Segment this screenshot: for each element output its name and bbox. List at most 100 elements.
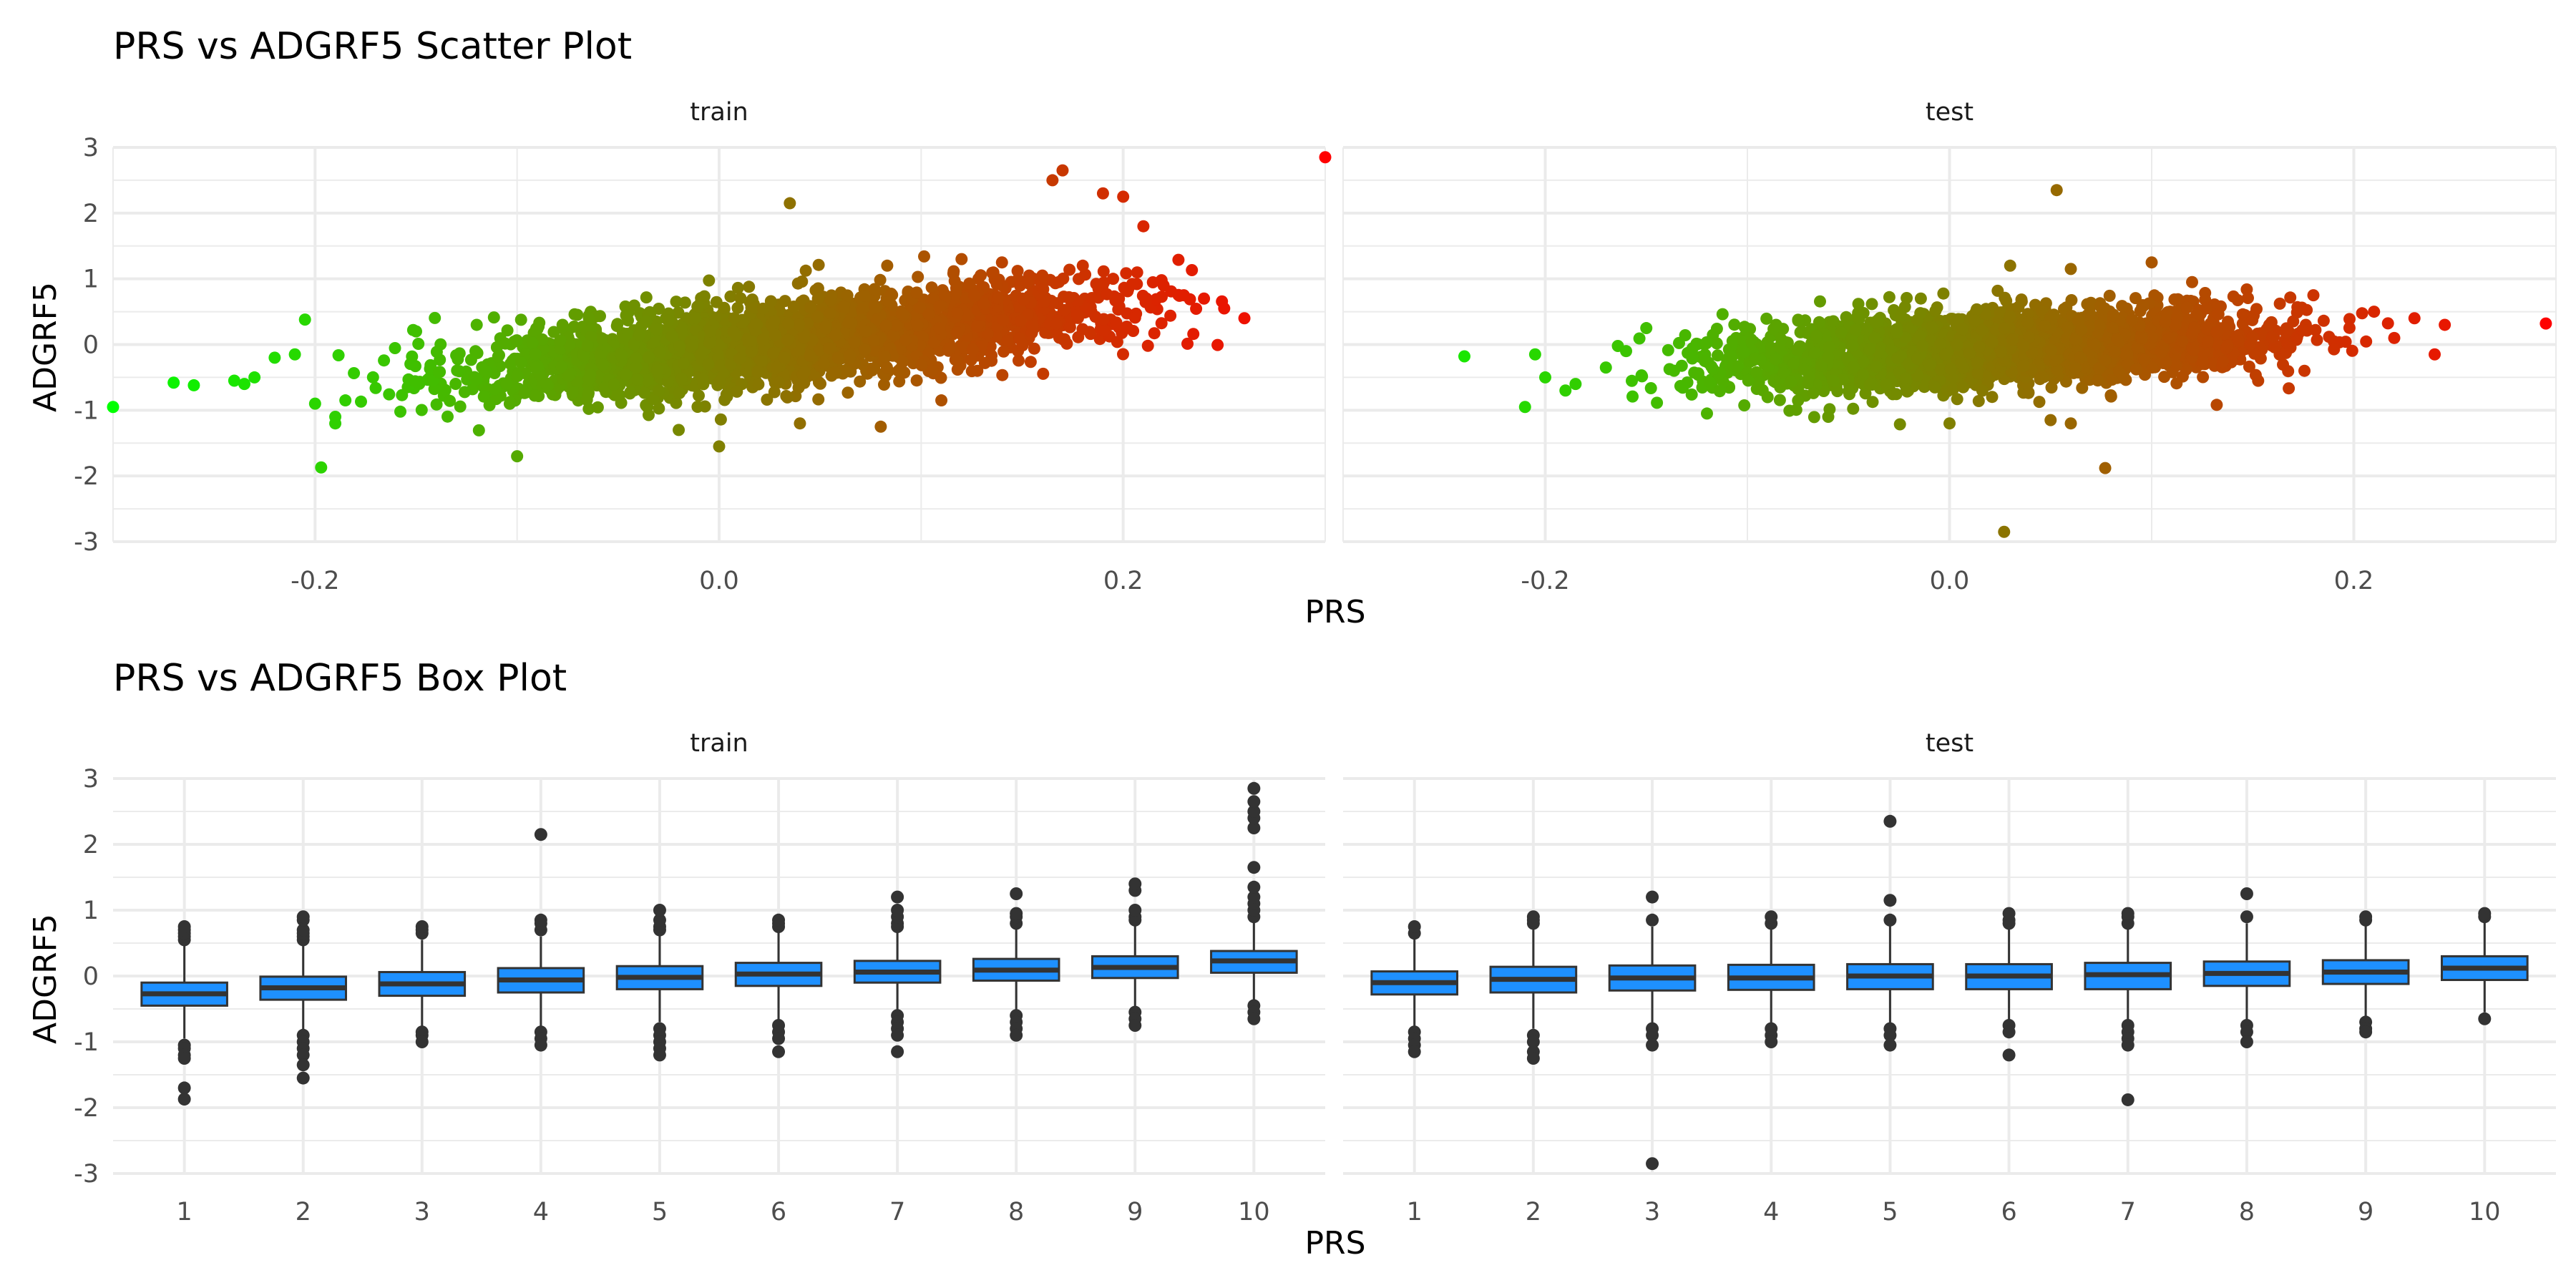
scatter-point	[761, 394, 774, 406]
scatter-point	[501, 324, 514, 337]
scatter-point	[1026, 320, 1039, 333]
scatter-y-axis-label: ADGRF5	[27, 282, 64, 412]
scatter-x-axis-label: PRS	[1304, 594, 1365, 630]
scatter-point	[1038, 296, 1050, 308]
scatter-point	[1090, 278, 1103, 291]
scatter-point	[472, 424, 485, 436]
scatter-point	[1211, 338, 1224, 351]
scatter-point	[2283, 382, 2296, 395]
scatter-point	[752, 378, 765, 391]
scatter-point	[1883, 291, 1896, 303]
scatter-point	[1110, 316, 1123, 329]
scatter-point	[879, 319, 892, 332]
scatter-point	[883, 295, 896, 308]
y-tick-label: 0	[83, 331, 99, 360]
scatter-point	[624, 386, 637, 399]
scatter-point	[409, 375, 421, 388]
scatter-point	[794, 417, 806, 430]
scatter-point	[2104, 390, 2117, 403]
scatter-point	[582, 312, 595, 325]
scatter-point	[793, 318, 805, 331]
scatter-point	[1117, 190, 1130, 203]
scatter-point	[562, 369, 575, 382]
scatter-point	[915, 358, 928, 371]
scatter-point	[540, 377, 552, 390]
scatter-point	[248, 371, 261, 384]
scatter-point	[1692, 369, 1704, 381]
y-tick-label: 3	[83, 134, 99, 162]
scatter-point	[468, 371, 481, 384]
scatter-point	[2210, 399, 2223, 411]
scatter-point	[996, 369, 1009, 381]
scatter-point	[733, 352, 746, 365]
scatter-point	[628, 299, 640, 312]
scatter-point	[1663, 363, 1676, 376]
scatter-point	[315, 461, 328, 474]
scatter-point	[691, 401, 704, 413]
box-x-axis-label: PRS	[1304, 1225, 1365, 1262]
scatter-point	[514, 313, 527, 326]
scatter-point	[526, 336, 539, 349]
scatter-point	[911, 319, 924, 332]
scatter-point	[992, 292, 1005, 304]
scatter-point	[1139, 296, 1152, 308]
scatter-point	[935, 394, 948, 407]
scatter-point	[1101, 288, 1113, 301]
scatter-point	[756, 333, 769, 346]
scatter-point	[812, 393, 825, 406]
y-tick-label: -3	[74, 528, 99, 557]
scatter-point	[731, 281, 744, 294]
box-plot-title: PRS vs ADGRF5 Box Plot	[113, 657, 567, 700]
scatter-point	[1037, 367, 1050, 380]
scatter-point	[596, 358, 609, 371]
scatter-point	[2232, 335, 2245, 348]
scatter-point	[1155, 317, 1168, 330]
scatter-point	[697, 373, 709, 386]
scatter-point	[1626, 390, 1639, 403]
scatter-point	[454, 400, 467, 413]
scatter-point	[2356, 307, 2368, 320]
scatter-point	[1999, 291, 2011, 304]
scatter-point	[1131, 266, 1143, 279]
scatter-point	[444, 394, 457, 407]
scatter-point	[378, 354, 391, 367]
scatter-point	[1187, 328, 1200, 341]
scatter-point	[2250, 303, 2263, 316]
scatter-point	[799, 264, 812, 277]
scatter-point	[1098, 313, 1110, 326]
scatter-point	[2284, 291, 2297, 304]
scatter-point	[1172, 253, 1185, 266]
scatter-point	[499, 337, 512, 350]
scatter-point	[2012, 301, 2025, 313]
scatter-point	[1972, 395, 1985, 407]
scatter-point	[566, 386, 579, 399]
scatter-point	[1790, 404, 1802, 416]
scatter-point	[651, 364, 664, 376]
scatter-point	[1107, 273, 1120, 286]
scatter-point	[167, 376, 180, 389]
x-tick-label: 0.0	[1930, 567, 1970, 595]
scatter-point	[1738, 321, 1751, 333]
scatter-point	[187, 379, 200, 391]
scatter-point	[2180, 301, 2193, 314]
scatter-point	[686, 338, 699, 351]
scatter-point	[965, 365, 978, 378]
scatter-point	[967, 343, 979, 356]
scatter-point	[1018, 293, 1030, 306]
scatter-point	[728, 312, 741, 325]
scatter-point	[812, 258, 825, 271]
scatter-point	[823, 342, 835, 355]
scatter-point	[881, 259, 894, 272]
y-tick-label: 1	[83, 265, 99, 294]
scatter-point	[1813, 316, 1825, 328]
scatter-point	[714, 358, 727, 371]
scatter-point	[811, 292, 824, 305]
scatter-point	[1063, 321, 1076, 333]
scatter-point	[1056, 164, 1069, 177]
scatter-point	[997, 314, 1010, 326]
scatter-point	[1013, 354, 1025, 367]
scatter-point	[2202, 335, 2214, 348]
scatter-point	[620, 309, 633, 322]
scatter-point	[673, 386, 686, 399]
scatter-point	[714, 413, 727, 426]
